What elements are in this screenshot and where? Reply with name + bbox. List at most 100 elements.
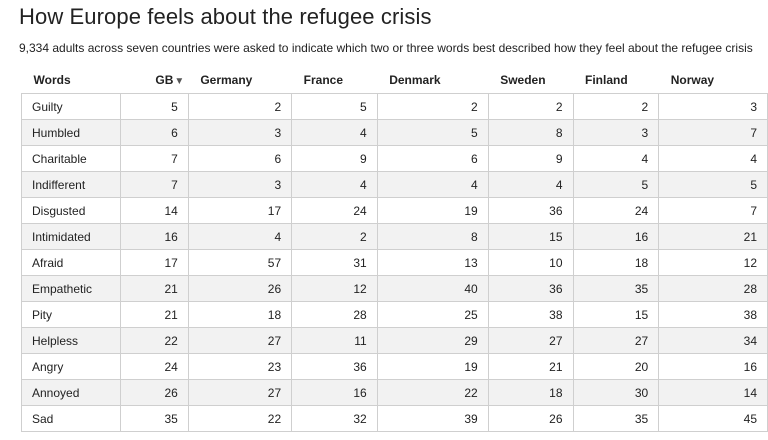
value-cell-sweden: 18 (487, 379, 574, 406)
value-cell-gb: 6 (119, 119, 189, 146)
value-cell-france: 16 (291, 379, 378, 406)
table-row: Angry 24 23 36 19 21 20 16 (21, 353, 768, 380)
value-cell-germany: 18 (187, 301, 293, 328)
table-header-row: Words GB▼ Germany France Denmark Sweden Finlan… (22, 67, 768, 94)
column-header-label: Norway (670, 73, 715, 87)
value-cell-finland: 16 (572, 223, 660, 250)
value-cell-sweden: 21 (487, 353, 574, 380)
value-cell-sweden: 8 (487, 119, 574, 146)
value-cell-finland: 20 (572, 353, 660, 380)
value-cell-finland: 18 (572, 249, 660, 276)
table-body: Guilty 5 2 5 2 2 2 3 Humbled 6 3 4 5 8 3 7 Charitable 7 6 9… (21, 93, 768, 432)
column-header-gb[interactable]: GB▼ (120, 67, 188, 94)
value-cell-germany: 26 (187, 275, 293, 302)
row-word-cell: Indifferent (21, 171, 121, 198)
data-table: Words GB▼ Germany France Denmark Sweden Finlan… (21, 67, 768, 432)
value-cell-denmark: 19 (376, 197, 489, 224)
column-header-germany[interactable]: Germany (188, 67, 291, 94)
row-word-cell: Charitable (21, 145, 121, 172)
value-cell-france: 2 (291, 223, 378, 250)
row-word-cell: Angry (21, 353, 121, 380)
value-cell-gb: 24 (119, 353, 189, 380)
value-cell-norway: 16 (658, 353, 768, 380)
value-cell-norway: 7 (658, 119, 768, 146)
table-row: Humbled 6 3 4 5 8 3 7 (21, 119, 768, 146)
value-cell-sweden: 26 (487, 405, 574, 432)
column-header-label: Sweden (500, 73, 546, 87)
page-title: How Europe feels about the refugee crisi… (19, 4, 432, 29)
table-row: Intimidated 16 4 2 8 15 16 21 (21, 223, 768, 250)
column-header-label: Denmark (389, 73, 441, 87)
value-cell-finland: 24 (572, 197, 660, 224)
sort-descending-icon[interactable]: ▼ (174, 76, 185, 87)
column-header-france[interactable]: France (292, 67, 378, 94)
value-cell-finland: 35 (572, 275, 660, 302)
column-header-norway[interactable]: Norway (659, 67, 768, 94)
value-cell-gb: 21 (119, 275, 189, 302)
value-cell-finland: 27 (572, 327, 660, 354)
row-word-cell: Pity (21, 301, 121, 328)
value-cell-finland: 30 (572, 379, 660, 406)
value-cell-sweden: 2 (487, 93, 574, 120)
value-cell-denmark: 19 (376, 353, 489, 380)
value-cell-denmark: 22 (376, 379, 489, 406)
value-cell-norway: 5 (658, 171, 768, 198)
table-row: Empathetic 21 26 12 40 36 35 28 (21, 275, 768, 302)
value-cell-sweden: 36 (487, 275, 574, 302)
table-row: Disgusted 14 17 24 19 36 24 7 (21, 197, 768, 224)
value-cell-denmark: 4 (376, 171, 489, 198)
value-cell-germany: 57 (187, 249, 293, 276)
value-cell-sweden: 10 (487, 249, 574, 276)
value-cell-norway: 7 (658, 197, 768, 224)
column-header-denmark[interactable]: Denmark (377, 67, 488, 94)
value-cell-sweden: 9 (487, 145, 574, 172)
value-cell-gb: 14 (119, 197, 189, 224)
column-header-sweden[interactable]: Sweden (488, 67, 573, 94)
value-cell-denmark: 8 (376, 223, 489, 250)
value-cell-gb: 16 (119, 223, 189, 250)
value-cell-sweden: 36 (487, 197, 574, 224)
column-header-finland[interactable]: Finland (573, 67, 659, 94)
value-cell-norway: 28 (658, 275, 768, 302)
value-cell-finland: 5 (572, 171, 660, 198)
value-cell-germany: 17 (187, 197, 293, 224)
value-cell-germany: 27 (187, 327, 293, 354)
value-cell-finland: 15 (572, 301, 660, 328)
page-subtitle: 9,334 adults across seven countries were… (19, 41, 753, 55)
table-row: Helpless 22 27 11 29 27 27 34 (21, 327, 768, 354)
table-row: Indifferent 7 3 4 4 4 5 5 (21, 171, 768, 198)
value-cell-germany: 23 (187, 353, 293, 380)
value-cell-france: 24 (291, 197, 378, 224)
value-cell-denmark: 25 (376, 301, 489, 328)
value-cell-france: 31 (291, 249, 378, 276)
value-cell-germany: 4 (187, 223, 293, 250)
value-cell-france: 36 (291, 353, 378, 380)
column-header-words[interactable]: Words (22, 67, 121, 94)
column-header-label: Words (33, 73, 71, 87)
value-cell-gb: 26 (119, 379, 189, 406)
value-cell-germany: 6 (187, 145, 293, 172)
value-cell-germany: 3 (187, 119, 293, 146)
value-cell-gb: 21 (119, 301, 189, 328)
value-cell-france: 28 (291, 301, 378, 328)
value-cell-france: 12 (291, 275, 378, 302)
row-word-cell: Helpless (21, 327, 121, 354)
value-cell-germany: 3 (187, 171, 293, 198)
value-cell-sweden: 38 (487, 301, 574, 328)
column-header-label: France (303, 73, 344, 87)
table-row: Guilty 5 2 5 2 2 2 3 (21, 93, 768, 120)
value-cell-sweden: 4 (487, 171, 574, 198)
value-cell-denmark: 40 (376, 275, 489, 302)
value-cell-denmark: 2 (376, 93, 489, 120)
value-cell-germany: 27 (187, 379, 293, 406)
row-word-cell: Empathetic (21, 275, 121, 302)
value-cell-denmark: 5 (376, 119, 489, 146)
row-word-cell: Annoyed (21, 379, 121, 406)
value-cell-denmark: 39 (376, 405, 489, 432)
value-cell-denmark: 6 (376, 145, 489, 172)
value-cell-germany: 2 (187, 93, 293, 120)
value-cell-gb: 17 (119, 249, 189, 276)
value-cell-finland: 3 (572, 119, 660, 146)
value-cell-sweden: 15 (487, 223, 574, 250)
value-cell-france: 32 (291, 405, 378, 432)
